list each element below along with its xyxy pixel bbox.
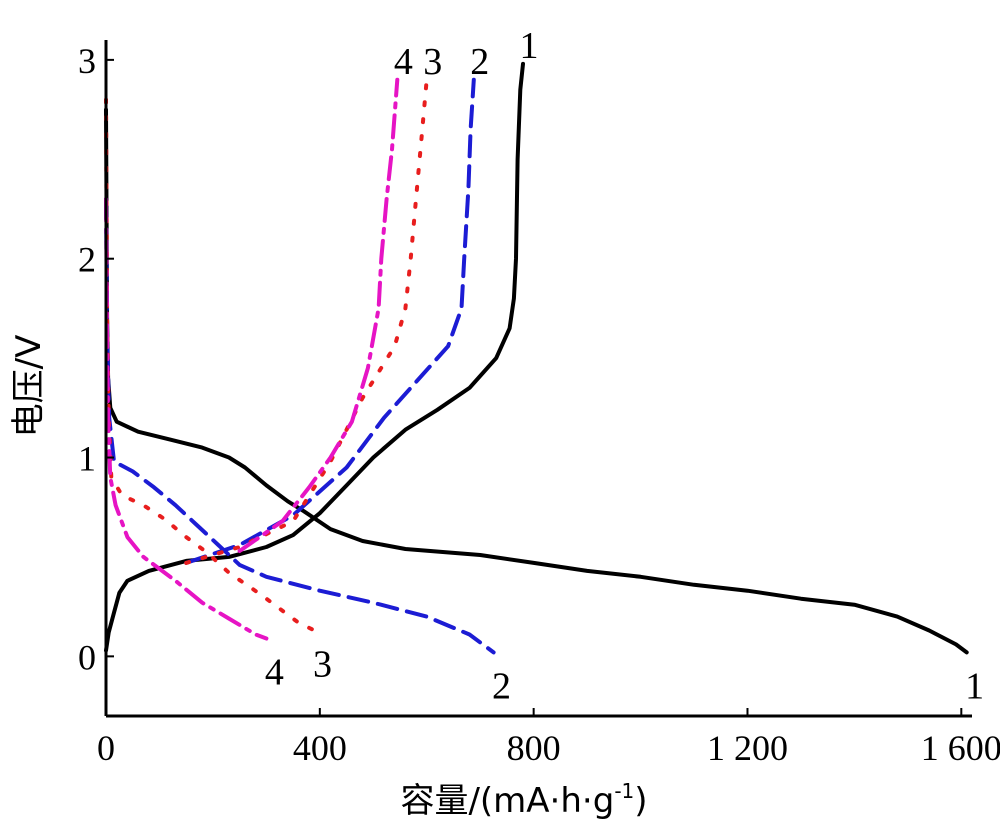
x-tick-label: 0: [97, 728, 115, 768]
curve-label-top-2: 2: [470, 41, 489, 83]
x-axis-title-main: 容量/(mA·h·g: [400, 781, 614, 821]
y-tick-label: 1: [78, 439, 96, 479]
y-tick-label: 2: [78, 240, 96, 280]
curve-label-bottom-1: 1: [965, 665, 984, 707]
curve-label-top-3: 3: [423, 41, 442, 83]
series-1-charge-line: [104, 61, 525, 653]
series-2-charge-line: [184, 77, 476, 565]
series-4-discharge-line: [104, 197, 269, 641]
x-tick-label: 1 200: [707, 728, 788, 768]
curve-label-bottom-4: 4: [265, 651, 284, 693]
curve-label-bottom-3: 3: [313, 644, 332, 686]
x-tick-label: 800: [507, 728, 561, 768]
axes-layer: [104, 40, 972, 718]
x-axis-title-close: ): [634, 781, 647, 821]
curve-label-top-1: 1: [519, 25, 538, 67]
y-tick-label: 0: [78, 637, 96, 677]
curve-label-top-4: 4: [394, 41, 413, 83]
x-tick-label: 400: [293, 728, 347, 768]
curves-layer: [104, 61, 969, 655]
series-2-discharge-line: [104, 197, 496, 655]
series-1-discharge-line: [104, 107, 969, 655]
y-tick-label: 3: [78, 41, 96, 81]
x-axis-title-sup: -1: [614, 779, 634, 803]
x-axis-title: 容量/(mA·h·g-1): [400, 779, 647, 821]
x-tick-label: 1 600: [921, 728, 1000, 768]
curve-label-bottom-2: 2: [492, 665, 511, 707]
series-4-charge-line: [237, 77, 400, 553]
y-axis-title: 电压/V: [9, 335, 49, 438]
